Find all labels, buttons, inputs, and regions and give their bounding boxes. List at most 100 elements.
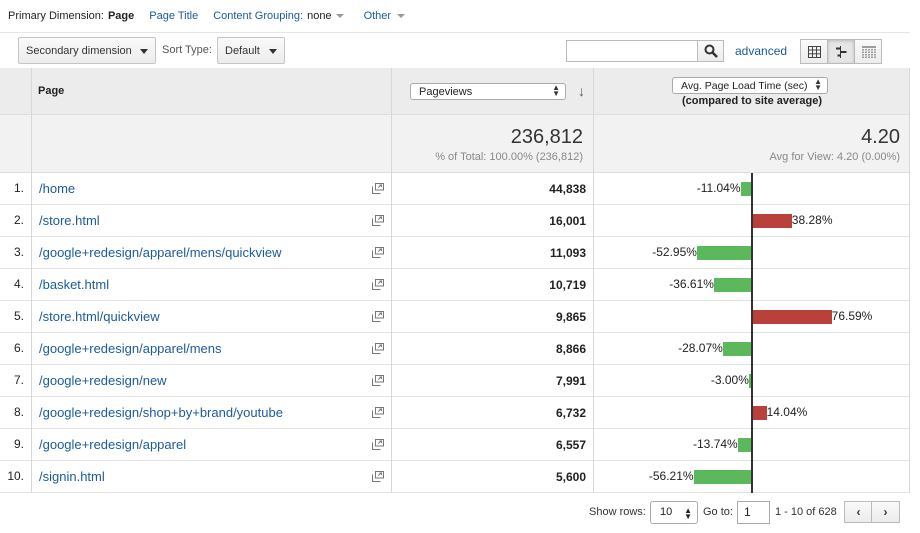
sort-type-value: Default: [225, 44, 260, 57]
metric-selector[interactable]: Pageviews ▲ ▼: [410, 83, 566, 100]
load-time-percent: -56.21%: [648, 469, 694, 483]
content-grouping-value: none: [307, 10, 332, 22]
page-column-header[interactable]: Page: [38, 85, 65, 97]
page-link[interactable]: /google+redesign/apparel: [39, 437, 187, 452]
zero-axis: [751, 333, 753, 365]
table-row: 9. /google+redesign/apparel 6,557 -13.74%: [0, 429, 910, 461]
page-link[interactable]: /google+redesign/apparel/mens: [39, 341, 222, 356]
pageviews-value: 9,865: [555, 310, 586, 324]
compare-metric-selector[interactable]: Avg. Page Load Time (sec) ▲ ▼: [672, 77, 828, 94]
next-page-button[interactable]: ›: [871, 501, 900, 523]
page-link[interactable]: /home: [39, 181, 76, 196]
open-page-icon[interactable]: [372, 375, 384, 386]
page-link[interactable]: /store.html: [39, 213, 100, 228]
table-row: 8. /google+redesign/shop+by+brand/youtube…: [0, 397, 910, 429]
open-page-icon[interactable]: [372, 471, 384, 482]
pagination-footer: Show rows: 10 ▲ ▼ Go to: 1 1 - 10 of 628 …: [0, 494, 910, 533]
open-page-icon[interactable]: [372, 311, 384, 322]
zero-axis: [751, 269, 753, 301]
view-type-switcher: [800, 39, 882, 64]
load-time-comparison-cell: -36.61%: [594, 269, 910, 301]
zero-axis: [751, 173, 753, 205]
load-time-percent: -28.07%: [678, 341, 723, 355]
load-time-comparison-cell: -3.00%: [594, 365, 910, 397]
open-page-icon[interactable]: [372, 215, 384, 226]
page-link[interactable]: /store.html/quickview: [39, 309, 160, 324]
load-time-percent: -3.00%: [710, 373, 749, 387]
open-page-icon[interactable]: [372, 407, 384, 418]
zero-axis: [751, 397, 753, 429]
compare-metric-value: Avg. Page Load Time (sec): [681, 79, 808, 92]
zero-axis: [751, 301, 753, 333]
table-row: 4. /basket.html 10,719 -36.61%: [0, 269, 910, 301]
page-link[interactable]: /google+redesign/new: [39, 373, 167, 388]
sort-descending-icon[interactable]: ↓: [578, 83, 585, 99]
page-link[interactable]: /signin.html: [39, 469, 105, 484]
primary-dimension-bar: Primary Dimension: Page Page Title Conte…: [0, 0, 920, 32]
content-grouping-dropdown[interactable]: Content Grouping: none: [213, 10, 363, 22]
search-button[interactable]: [697, 40, 724, 62]
zero-axis: [751, 237, 753, 269]
open-page-icon[interactable]: [372, 439, 384, 450]
row-number: 3.: [13, 245, 24, 259]
avg-load-time-sub: Avg for View: 4.20 (0.00%): [769, 151, 900, 163]
up-down-arrows-icon: ▲ ▼: [684, 506, 692, 521]
data-table-view-button[interactable]: [800, 39, 828, 64]
table-row: 7. /google+redesign/new 7,991 -3.00%: [0, 365, 910, 397]
faster-bar: [737, 438, 752, 452]
up-down-arrows-icon: ▲ ▼: [814, 77, 822, 92]
summary-row: 236,812 % of Total: 100.00% (236,812) 4.…: [0, 115, 910, 173]
open-page-icon[interactable]: [372, 343, 384, 354]
sort-type-label: Sort Type:: [162, 44, 212, 56]
show-rows-select[interactable]: 10 ▲ ▼: [650, 501, 698, 524]
metric-selector-value: Pageviews: [419, 85, 473, 98]
chevron-down-icon: [140, 49, 148, 54]
load-time-comparison-cell: -56.21%: [594, 461, 910, 493]
open-page-icon[interactable]: [372, 279, 384, 290]
goto-input[interactable]: 1: [737, 501, 770, 524]
table-row: 5. /store.html/quickview 9,865 76.59%: [0, 301, 910, 333]
row-number: 1.: [13, 181, 24, 195]
row-number: 7.: [13, 373, 24, 387]
goto-label: Go to:: [703, 506, 733, 518]
table-toolbar: Secondary dimension Sort Type: Default a…: [0, 32, 910, 68]
secondary-dimension-dropdown[interactable]: Secondary dimension: [18, 37, 156, 64]
search-input[interactable]: [566, 40, 698, 62]
total-pageviews: 236,812: [510, 126, 583, 148]
advanced-filter-link[interactable]: advanced: [735, 44, 788, 58]
comparison-view-button[interactable]: [827, 39, 855, 64]
zero-axis: [751, 429, 753, 461]
other-dimension-dropdown[interactable]: Other: [364, 10, 426, 22]
table-row: 6. /google+redesign/apparel/mens 8,866 -28.…: [0, 333, 910, 365]
column-divider: [593, 68, 594, 493]
row-number: 6.: [13, 341, 24, 355]
page-link[interactable]: /google+redesign/apparel/mens/quickview: [39, 245, 282, 260]
dimension-page-title-link[interactable]: Page Title: [149, 10, 199, 22]
load-time-comparison-cell: 76.59%: [594, 301, 910, 333]
pivot-view-button[interactable]: [854, 39, 882, 64]
page-link[interactable]: /google+redesign/shop+by+brand/youtube: [39, 405, 283, 420]
faster-bar: [713, 278, 752, 292]
comparison-bars-icon: [836, 46, 847, 58]
show-rows-value: 10: [660, 506, 673, 518]
table-row: 2. /store.html 16,001 38.28%: [0, 205, 910, 237]
content-grouping-label: Content Grouping:: [213, 10, 304, 22]
load-time-percent: 14.04%: [766, 405, 808, 419]
open-page-icon[interactable]: [372, 247, 384, 258]
pivot-table-icon: [862, 46, 876, 58]
row-number: 5.: [13, 309, 24, 323]
other-dimension-label: Other: [363, 10, 392, 22]
up-down-arrows-icon: ▲ ▼: [552, 83, 560, 98]
open-page-icon[interactable]: [372, 183, 384, 194]
slower-bar: [752, 214, 792, 228]
sort-type-dropdown[interactable]: Default: [217, 37, 285, 64]
pageviews-value: 6,732: [555, 406, 586, 420]
chevron-down-icon: [335, 14, 344, 18]
prev-page-button[interactable]: ‹: [844, 501, 873, 523]
row-number: 10.: [7, 469, 24, 483]
load-time-comparison-cell: -13.74%: [594, 429, 910, 461]
pageviews-value: 5,600: [555, 470, 586, 484]
table-row: 1. /home 44,838 -11.04%: [0, 173, 910, 205]
load-time-comparison-cell: -11.04%: [594, 173, 910, 205]
page-link[interactable]: /basket.html: [39, 277, 110, 292]
